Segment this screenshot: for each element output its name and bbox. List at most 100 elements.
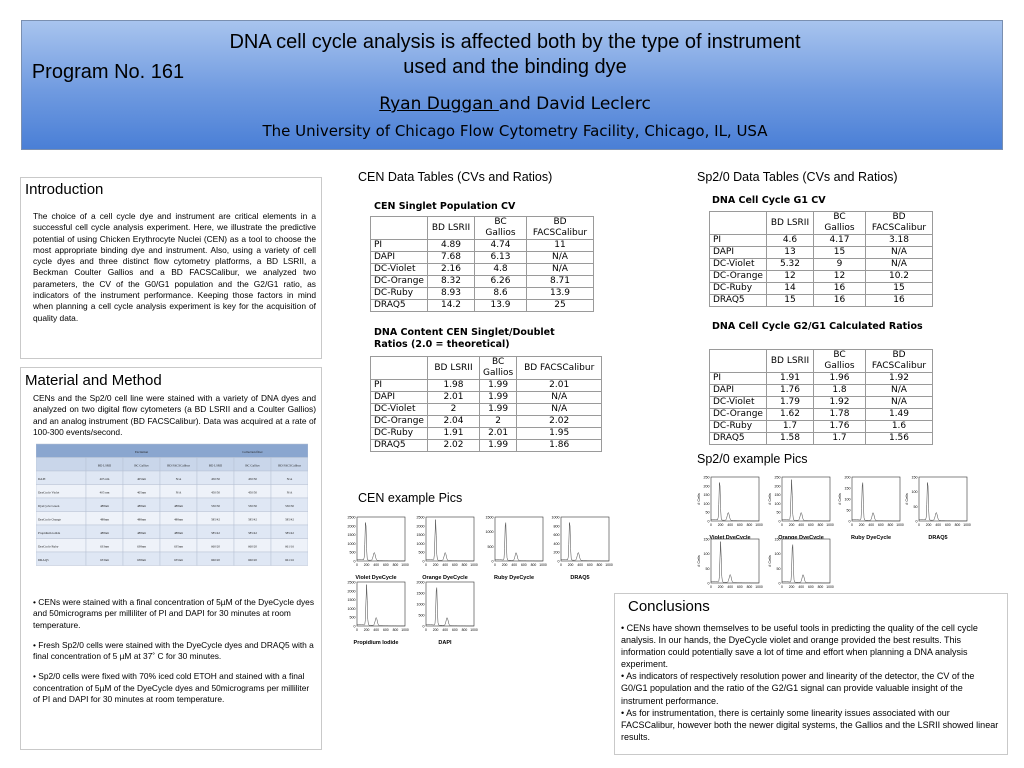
table-cell: 25 (526, 299, 594, 312)
table-cell: 1.58 (766, 432, 814, 445)
sp2-g1-table: BD LSRII BC Gallios BD FACSCalibur PI 4.6 4.1… (709, 211, 933, 307)
table-row: DAPI 13 15 N/A (709, 246, 933, 259)
table-cell: 6.26 (474, 275, 527, 288)
table-row: DAPI 1.76 1.8 N/A (709, 384, 933, 397)
sp2-section-title: Sp2/0 Data Tables (CVs and Ratios) (697, 170, 898, 184)
x-tick-label: 200 (718, 585, 724, 589)
table-cell: 16 (813, 294, 866, 307)
methods-text: CENs and the Sp2/0 cell line were staine… (33, 393, 316, 437)
y-tick-label: 0 (779, 582, 781, 586)
table-header-cell: BD LSRII (766, 349, 814, 373)
y-tick-label: 1500 (348, 598, 356, 602)
mini-table-text: N/A (176, 477, 182, 481)
histogram-plot: 2500 2000 1500 1000 500 0 0 200 400 600 800 1000 Vio… (343, 515, 409, 582)
y-tick-label: 1500 (348, 533, 356, 537)
histogram-trace (425, 587, 474, 627)
table-cell: 1.7 (766, 420, 814, 433)
table-header-cell (709, 211, 767, 235)
x-tick-label: 800 (597, 563, 603, 567)
plot-frame (781, 538, 831, 584)
x-tick-label: 0 (710, 523, 712, 527)
y-tick-label: 100 (845, 498, 851, 502)
table-cell: 2.02 (516, 415, 603, 428)
table-cell: 1.99 (478, 379, 518, 392)
histogram-plot: 2500 2000 1500 1000 500 0 0 200 400 600 800 1000 Ora… (412, 515, 478, 582)
x-tick-label: 600 (808, 523, 814, 527)
row-label: DRAQ5 (709, 294, 767, 307)
table-cell: 2.04 (427, 415, 480, 428)
x-tick-label: 0 (781, 585, 783, 589)
mini-table-text: 450/50 (211, 477, 220, 481)
row-label: DRAQ5 (370, 439, 428, 452)
plot-caption: Ruby DyeCycle (493, 575, 535, 581)
table-cell: 2.02 (427, 439, 480, 452)
table-row: DRAQ5 2.02 1.99 1.86 (370, 439, 603, 452)
plot-caption: Propidium Iodide (353, 640, 399, 646)
sp2-pics-title: Sp2/0 example Pics (697, 452, 808, 466)
y-tick-label: 1000 (552, 516, 560, 520)
y-tick-label: 200 (775, 484, 781, 488)
mini-table-text: BD LSRII (209, 464, 222, 468)
x-tick-label: 200 (789, 523, 795, 527)
row-label: DC-Orange (370, 415, 428, 428)
x-tick-label: 800 (955, 523, 961, 527)
mini-table-text: 530/30 (248, 504, 257, 508)
x-tick-label: 600 (737, 585, 743, 589)
x-tick-label: 400 (798, 523, 804, 527)
poster-title: DNA cell cycle analysis is affected both… (229, 31, 801, 78)
y-tick-label: 150 (704, 538, 710, 542)
author-primary: Ryan Duggan (379, 94, 499, 114)
x-tick-label: 800 (462, 628, 468, 632)
y-tick-label: 2500 (417, 516, 425, 520)
y-tick-label: 0 (423, 625, 425, 629)
y-tick-label: 250 (704, 476, 710, 480)
author-rest: and David Leclerc (498, 94, 651, 114)
histogram-trace (918, 482, 967, 522)
y-tick-label: 50 (847, 509, 851, 513)
x-tick-label: 0 (425, 628, 427, 632)
histogram-plot: 1000 800 600 400 200 0 0 200 400 600 800 1000 DRAQ5 (547, 515, 613, 582)
plot-frame (851, 476, 901, 522)
table-row: DC-Ruby 8.93 8.6 13.9 (370, 287, 594, 300)
mini-table-text: 585/42 (248, 531, 257, 535)
table-cell: 12 (813, 270, 866, 283)
table-cell: 1.92 (865, 372, 933, 385)
introduction-text: The choice of a cell cycle dye and instr… (33, 211, 316, 323)
table-header-cell: BC Gallios (474, 216, 527, 240)
histogram-plot: 200 150 100 50 0 0 200 400 600 800 1000 # Cells Ruby… (838, 475, 904, 542)
y-tick-label: 0 (492, 560, 494, 564)
x-tick-label: 600 (521, 563, 527, 567)
affiliation: The University of Chicago Flow Cytometry… (262, 122, 768, 140)
table-cell: 1.79 (766, 396, 814, 409)
table-cell: N/A (516, 391, 603, 404)
mini-table-text: DyeCycle Ruby (38, 545, 59, 549)
y-tick-label: 200 (704, 484, 710, 488)
table-row: PI 1.91 1.96 1.92 (709, 372, 933, 385)
x-tick-label: 0 (781, 523, 783, 527)
x-tick-label: 0 (560, 563, 562, 567)
conclusions-bullets: • CENs have shown themselves to be usefu… (621, 622, 1003, 743)
introduction-title: Introduction (25, 181, 104, 198)
table-cell: 1.76 (813, 420, 866, 433)
x-tick-label: 400 (868, 523, 874, 527)
y-tick-label: 150 (775, 538, 781, 542)
y-axis-label: # Cells (697, 493, 701, 505)
plot-frame (356, 581, 406, 627)
y-tick-label: 1500 (417, 592, 425, 596)
mini-table-text: Excitation (135, 450, 149, 454)
introduction-panel: Introduction The choice of a cell cycle … (20, 177, 322, 359)
table-header-cell: BC Gallios (813, 349, 866, 373)
table-cell: 4.6 (766, 234, 814, 247)
x-tick-label: 200 (789, 585, 795, 589)
y-tick-label: 100 (775, 552, 781, 556)
mini-table-text: 488nm (100, 518, 109, 522)
table-cell: N/A (865, 246, 933, 259)
mini-table-text: 405 nm (100, 491, 110, 495)
y-axis-label: # Cells (697, 555, 701, 567)
table-cell: 1.49 (865, 408, 933, 421)
filter-table: Excitation Collection filter BD LSRII BC Ga… (35, 443, 309, 566)
